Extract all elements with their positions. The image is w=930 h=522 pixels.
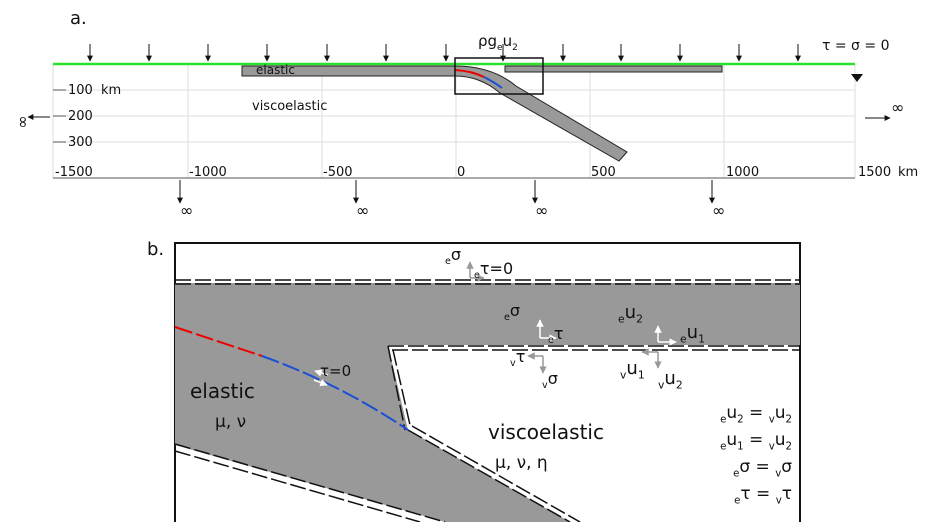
infinity: ∞ [356, 201, 369, 220]
symbol: μ, ν, η [495, 453, 548, 473]
load-arrows [90, 44, 798, 61]
symbol: σ [510, 301, 520, 320]
infinity: ∞ [891, 98, 904, 117]
symbol: = [744, 430, 769, 450]
symbol: τ [782, 484, 792, 504]
subscript: 2 [786, 414, 792, 425]
infinity: ∞ [14, 115, 33, 128]
symbol: τ=0 [320, 362, 351, 380]
depth-tick-label: 200 [68, 109, 93, 124]
symbol: u [503, 32, 513, 50]
equation: eσ = vσ [733, 457, 792, 479]
symbol: = [751, 484, 776, 504]
surface-marker [851, 74, 863, 82]
symbol: σ [548, 369, 558, 388]
annotation: τ=0 [320, 362, 351, 380]
overriding-plate [505, 66, 722, 72]
symbol: ρg [478, 32, 497, 50]
annotation: viscoelastic [488, 420, 604, 444]
x-tick-label: 500 [591, 165, 616, 180]
symbol: τ [554, 324, 564, 343]
infinity-arrows [28, 117, 890, 203]
subscript: 1 [638, 369, 645, 382]
symbol: σ [781, 457, 792, 477]
equation: eτ = vτ [734, 484, 792, 506]
annotation: eτ=0 [474, 259, 513, 281]
x-tick-label: -1000 [189, 165, 227, 180]
panel-b [175, 243, 800, 522]
symbol: u [664, 368, 675, 389]
symbol: u [687, 322, 698, 343]
annotation: elastic [190, 379, 255, 403]
subscript: 2 [786, 441, 792, 452]
x-unit: km [898, 165, 918, 180]
panel-label: a. [70, 8, 87, 29]
symbol: u [726, 430, 737, 450]
infinity: ∞ [535, 201, 548, 220]
annotation: μ, ν, η [495, 453, 548, 473]
symbol: u [775, 430, 786, 450]
depth-tick-label: 100 [68, 83, 93, 98]
symbol: τ [740, 484, 750, 504]
symbol: u [626, 358, 637, 379]
symbol: τ=0 [480, 259, 513, 278]
subscript: 2 [676, 379, 683, 392]
panel-label: b. [147, 239, 164, 260]
surface-condition: τ = σ = 0 [822, 38, 889, 54]
figure: a.ρgeu2τ = σ = 0elasticviscoelastic10020… [0, 0, 930, 522]
infinity: ∞ [712, 201, 725, 220]
symbol: u [775, 403, 786, 423]
x-tick-label: 1000 [726, 165, 759, 180]
equation: eu1 = vu2 [720, 430, 792, 452]
x-tick-label: -1500 [55, 165, 93, 180]
layer-label: elastic [256, 63, 295, 77]
annotation: μ, ν [215, 412, 246, 432]
x-tick-label: 1500 [858, 165, 891, 180]
depth-unit: km [101, 83, 121, 98]
subscript: 1 [698, 333, 705, 346]
depth-tick-label: 300 [68, 135, 93, 150]
x-tick-label: 0 [457, 165, 465, 180]
load-label: ρgeu2 [478, 32, 518, 53]
symbol: u [625, 302, 636, 323]
subscript: 2 [636, 313, 643, 326]
x-tick-label: -500 [323, 165, 353, 180]
grid [53, 64, 855, 178]
layer-label: viscoelastic [252, 99, 327, 114]
symbol: viscoelastic [488, 420, 604, 444]
symbol: μ, ν [215, 412, 246, 432]
symbol: σ [739, 457, 750, 477]
depth-axis [53, 90, 66, 142]
infinity: ∞ [180, 201, 193, 220]
symbol: = [744, 403, 769, 423]
symbol: σ [451, 245, 461, 264]
symbol: u [726, 403, 737, 423]
symbol: τ [516, 347, 526, 366]
equation: eu2 = vu2 [720, 403, 792, 425]
subscript: 2 [512, 43, 518, 53]
symbol: = [750, 457, 775, 477]
symbol: elastic [190, 379, 255, 403]
